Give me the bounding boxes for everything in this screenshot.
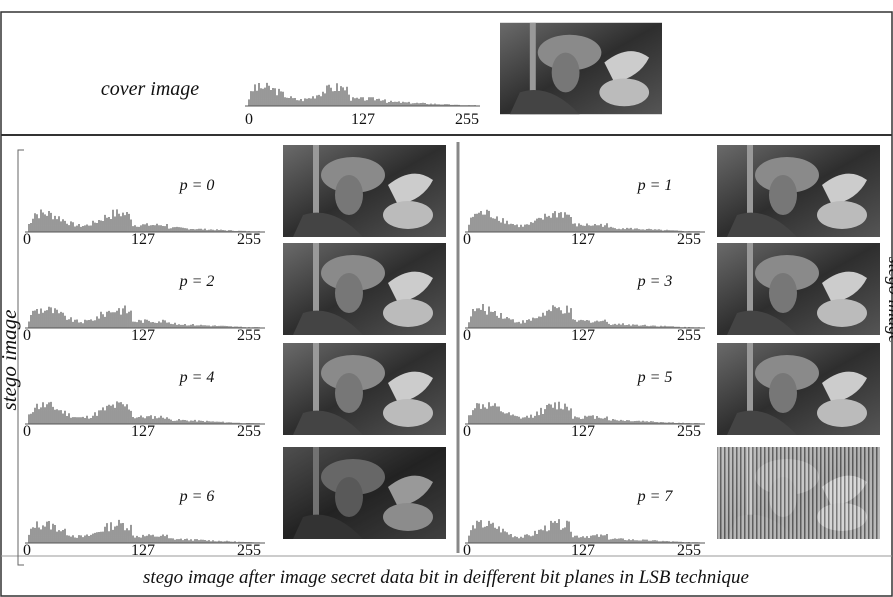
stego-image-noise: [283, 447, 446, 539]
stego-image: [283, 145, 446, 237]
side-label: stego image: [885, 257, 893, 343]
axis-label: 0: [23, 327, 31, 344]
axis-label: 0: [23, 542, 31, 559]
stego-image-noise: [717, 447, 880, 539]
histogram: [249, 83, 475, 106]
axis-label: 255: [677, 327, 701, 344]
panel-label: p = 4: [179, 369, 215, 386]
axis-label: 255: [237, 542, 261, 559]
axis-label: 127: [571, 327, 595, 344]
cover-label: cover image: [101, 78, 199, 100]
stego-image: [717, 343, 880, 435]
stego-image: [283, 343, 446, 435]
histogram: [29, 306, 259, 329]
stego-image: [717, 145, 880, 237]
axis-label: 255: [455, 111, 479, 128]
histogram: [29, 520, 259, 543]
histogram: [469, 210, 699, 232]
axis-label: 0: [23, 231, 31, 248]
panel-label: p = 0: [179, 177, 215, 194]
axis-label: 0: [463, 542, 471, 559]
axis-label: 255: [677, 542, 701, 559]
axis-label: 127: [131, 327, 155, 344]
axis-label: 127: [351, 111, 375, 128]
axis-label: 0: [463, 231, 471, 248]
axis-label: 255: [237, 423, 261, 440]
panel-label: p = 3: [637, 273, 673, 290]
panel-label: p = 7: [637, 488, 674, 505]
stego-image: [717, 243, 880, 335]
histogram: [469, 519, 699, 543]
histogram: [469, 304, 699, 328]
cover-image: [500, 23, 662, 114]
axis-label: 127: [131, 231, 155, 248]
panel-label: p = 6: [179, 488, 215, 505]
axis-label: 255: [237, 231, 261, 248]
caption: stego image after image secret data bit …: [143, 567, 749, 588]
axis-label: 127: [571, 542, 595, 559]
stego-image: [283, 243, 446, 335]
figure: cover image stego image stego image steg…: [0, 0, 893, 597]
axis-label: 0: [245, 111, 253, 128]
histogram: [469, 402, 699, 424]
panel-label: p = 2: [179, 273, 215, 290]
side-label: stego image: [0, 310, 21, 411]
histogram: [29, 209, 259, 232]
axis-label: 127: [571, 423, 595, 440]
axis-label: 255: [237, 327, 261, 344]
axis-label: 127: [571, 231, 595, 248]
panel-label: p = 5: [637, 369, 673, 386]
axis-label: 127: [131, 423, 155, 440]
axis-label: 0: [463, 423, 471, 440]
axis-label: 0: [23, 423, 31, 440]
axis-label: 255: [677, 423, 701, 440]
axis-label: 255: [677, 231, 701, 248]
histogram: [29, 401, 259, 424]
axis-label: 127: [131, 542, 155, 559]
panel-label: p = 1: [637, 177, 673, 194]
axis-label: 0: [463, 327, 471, 344]
